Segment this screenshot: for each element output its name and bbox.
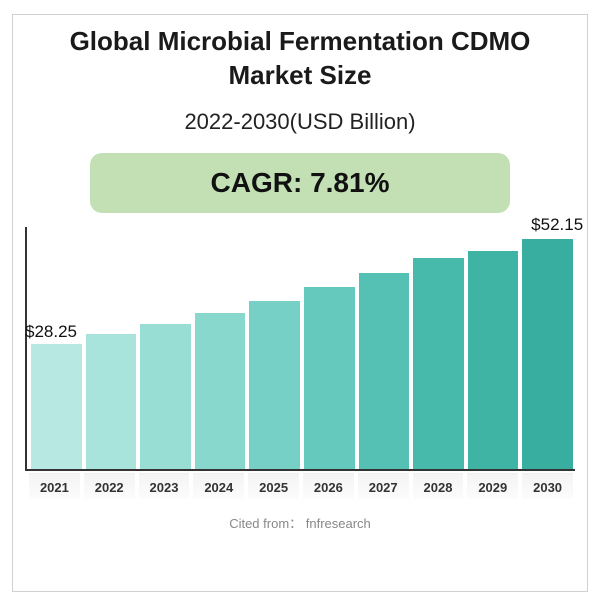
x-tick: 2021: [29, 473, 80, 499]
value-label: $28.25: [25, 322, 77, 342]
title-line-2: Market Size: [228, 60, 371, 90]
x-tick: 2029: [467, 473, 518, 499]
x-tick: 2026: [303, 473, 354, 499]
bar: [359, 273, 410, 468]
x-tick: 2030: [522, 473, 573, 499]
bar: [413, 258, 464, 469]
x-tick: 2022: [84, 473, 135, 499]
value-label: $52.15: [531, 215, 583, 235]
bar: [522, 239, 573, 468]
x-tick: 2027: [358, 473, 409, 499]
bar: [86, 334, 137, 468]
cagr-text: CAGR: 7.81%: [211, 167, 390, 198]
bar: [468, 251, 519, 469]
bar-group: [29, 227, 575, 469]
chart-axes: $28.25$52.15: [25, 227, 575, 471]
bar: [31, 344, 82, 468]
bar: [304, 287, 355, 468]
title-line-1: Global Microbial Fermentation CDMO: [70, 26, 531, 56]
citation-text: Cited from： fnfresearch: [13, 513, 587, 532]
chart-subtitle: 2022-2030(USD Billion): [13, 109, 587, 135]
bar-chart: $28.25$52.15 202120222023202420252026202…: [25, 227, 575, 499]
x-tick: 2023: [139, 473, 190, 499]
x-tick: 2028: [413, 473, 464, 499]
bar: [249, 301, 300, 469]
bar: [195, 313, 246, 469]
x-tick: 2024: [193, 473, 244, 499]
bar: [140, 324, 191, 469]
x-axis: 2021202220232024202520262027202820292030: [25, 473, 575, 499]
cagr-badge: CAGR: 7.81%: [90, 153, 510, 213]
chart-card: Global Microbial Fermentation CDMO Marke…: [12, 14, 588, 592]
chart-title: Global Microbial Fermentation CDMO Marke…: [13, 25, 587, 93]
x-tick: 2025: [248, 473, 299, 499]
